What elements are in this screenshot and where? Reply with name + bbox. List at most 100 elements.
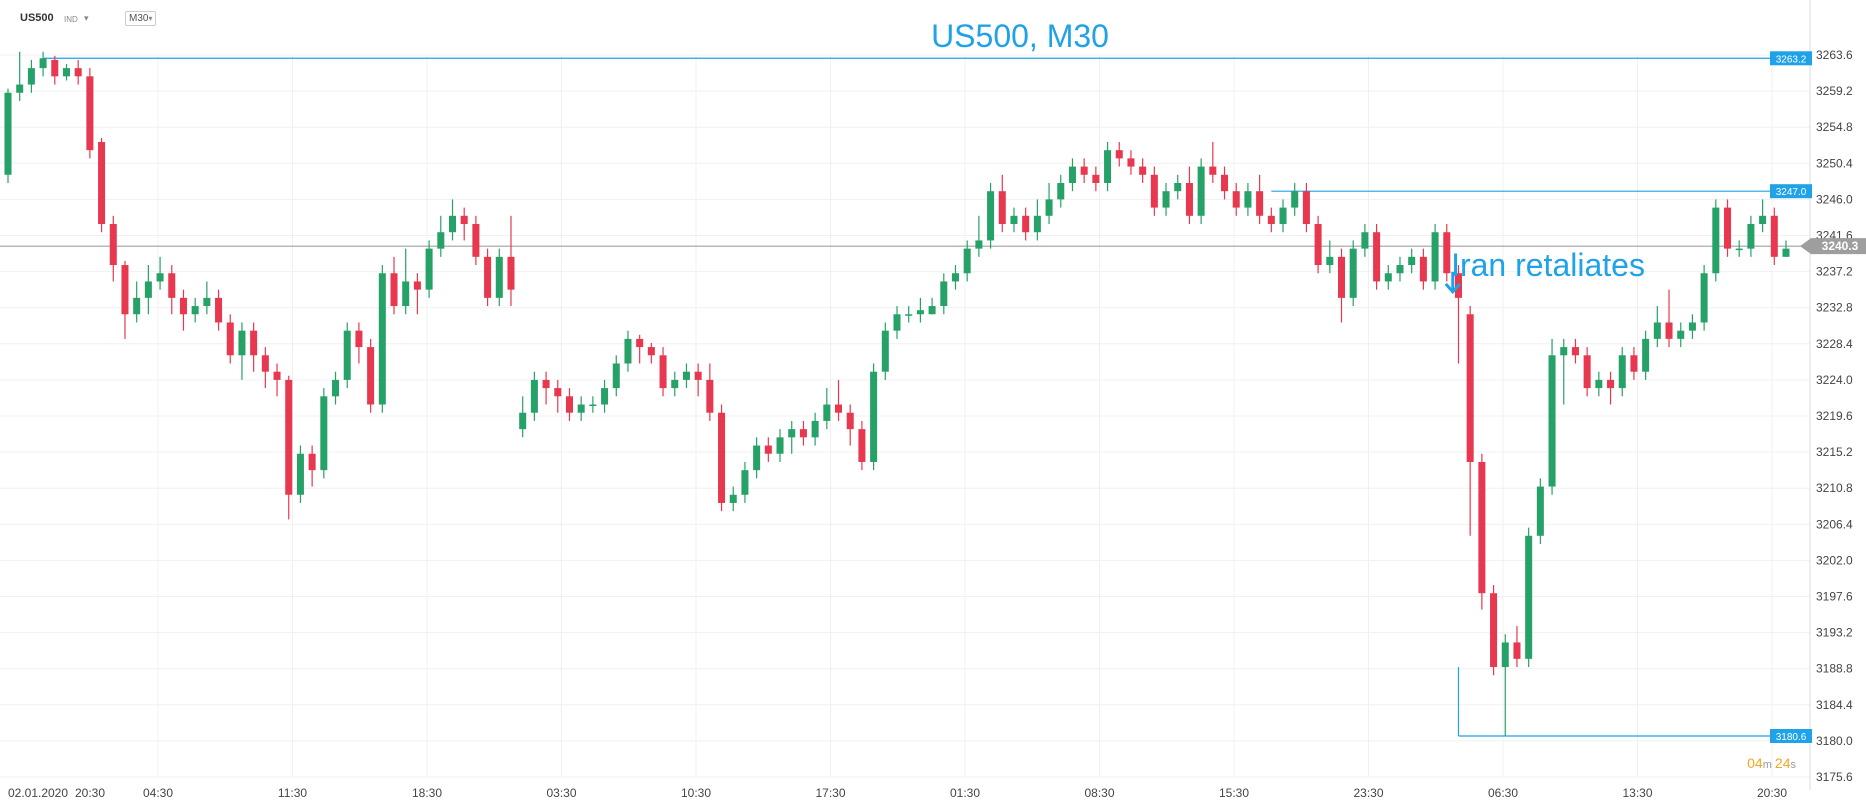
candle bbox=[1501, 634, 1509, 736]
candle-body bbox=[1431, 232, 1439, 282]
candle bbox=[987, 182, 995, 249]
candle bbox=[659, 347, 667, 397]
candle bbox=[1045, 182, 1053, 225]
candle-body bbox=[1630, 355, 1638, 372]
candle-body bbox=[39, 58, 47, 69]
candle bbox=[881, 322, 889, 380]
candle-body bbox=[1162, 191, 1170, 208]
candle bbox=[1548, 338, 1556, 495]
candle bbox=[1279, 199, 1287, 233]
candle-body bbox=[1174, 182, 1182, 192]
candle-body bbox=[460, 215, 468, 225]
candle bbox=[273, 363, 281, 397]
candle-body bbox=[1700, 273, 1708, 323]
price-line-tag bbox=[1770, 728, 1812, 743]
candle bbox=[133, 281, 141, 323]
candle bbox=[1244, 182, 1252, 216]
candle bbox=[612, 355, 620, 397]
candle-body bbox=[1302, 191, 1310, 225]
time-axis[interactable]: 02.01.2020 20:30 04:30 11:30 18:30 03:30 10:30… bbox=[8, 786, 1787, 800]
candle bbox=[179, 289, 187, 331]
candle bbox=[320, 388, 328, 479]
price-axis[interactable]: 3263.63259.23254.83250.43246.03241.63237… bbox=[1770, 0, 1866, 790]
candle-body bbox=[776, 437, 784, 454]
candle bbox=[835, 379, 843, 421]
candle-body bbox=[402, 281, 410, 307]
candle-body bbox=[671, 379, 679, 389]
candle-body bbox=[308, 453, 316, 471]
candle bbox=[1525, 527, 1533, 668]
candle-body bbox=[951, 273, 959, 282]
candle-body bbox=[706, 379, 714, 413]
candle bbox=[1677, 322, 1685, 348]
candle bbox=[998, 174, 1006, 233]
candle-body bbox=[1209, 166, 1217, 175]
candle-body bbox=[1478, 461, 1486, 594]
timeframe-selector[interactable]: M30▾ bbox=[125, 11, 157, 26]
candle-body bbox=[835, 404, 843, 413]
candle-body bbox=[320, 396, 328, 471]
candle-body bbox=[238, 330, 246, 356]
countdown-minutes: 04 bbox=[1747, 755, 1763, 771]
candle-body bbox=[975, 240, 983, 249]
y-tick-label: 3228.4 bbox=[1816, 337, 1853, 351]
candle-body bbox=[1361, 232, 1369, 249]
candle-body bbox=[519, 412, 527, 430]
candle-body bbox=[355, 330, 363, 348]
candle bbox=[1595, 371, 1603, 397]
candle-body bbox=[1127, 158, 1135, 167]
candle bbox=[1536, 478, 1544, 544]
candle bbox=[647, 342, 655, 364]
candle-body bbox=[1291, 191, 1299, 208]
candle-body bbox=[1583, 355, 1591, 389]
candle bbox=[285, 375, 293, 520]
candle-body bbox=[16, 84, 24, 93]
y-tick-label: 3232.8 bbox=[1816, 301, 1853, 315]
grid bbox=[0, 54, 1810, 778]
candle-body bbox=[998, 191, 1006, 225]
candle bbox=[589, 396, 597, 413]
candle-body bbox=[1501, 642, 1509, 668]
candle bbox=[905, 306, 913, 323]
candle bbox=[109, 215, 117, 282]
candle bbox=[355, 322, 363, 364]
candle bbox=[1139, 158, 1147, 183]
candle-body bbox=[799, 429, 807, 438]
x-tick-label: 15:30 bbox=[1219, 786, 1249, 800]
candle-body bbox=[261, 355, 269, 372]
candle-body bbox=[530, 379, 538, 413]
candle bbox=[121, 260, 129, 339]
candle bbox=[1782, 240, 1790, 257]
candle bbox=[601, 379, 609, 413]
candle bbox=[1127, 150, 1135, 175]
candle bbox=[1712, 199, 1720, 282]
instrument-type-label: IND bbox=[64, 15, 78, 24]
candle-body bbox=[121, 265, 129, 315]
x-tick-label: 17:30 bbox=[815, 786, 845, 800]
x-tick-label: 01:30 bbox=[950, 786, 980, 800]
chevron-down-icon[interactable]: ▾ bbox=[84, 13, 89, 23]
candle bbox=[1466, 306, 1474, 536]
candle-body bbox=[1525, 535, 1533, 659]
candle bbox=[565, 388, 573, 421]
candle bbox=[1759, 199, 1767, 233]
candle bbox=[1022, 207, 1030, 241]
price-line-tag bbox=[1770, 51, 1812, 66]
candle bbox=[168, 265, 176, 315]
candle bbox=[1010, 207, 1018, 233]
chart-title: US500, M30 bbox=[931, 18, 1109, 54]
y-tick-label: 3219.6 bbox=[1816, 409, 1853, 423]
symbol-label[interactable]: US500 bbox=[20, 12, 54, 24]
candle bbox=[1197, 158, 1205, 225]
y-tick-label: 3180.0 bbox=[1816, 734, 1853, 748]
candle-body bbox=[1735, 248, 1743, 251]
candle-body bbox=[554, 388, 562, 397]
candle-body bbox=[1724, 207, 1732, 249]
candle bbox=[1080, 158, 1088, 183]
candle-body bbox=[1092, 174, 1100, 183]
price-line-tag-label: 3180.6 bbox=[1776, 732, 1807, 743]
countdown-seconds: 24 bbox=[1775, 755, 1791, 771]
candle-body bbox=[1221, 174, 1229, 192]
candle bbox=[1618, 347, 1626, 397]
